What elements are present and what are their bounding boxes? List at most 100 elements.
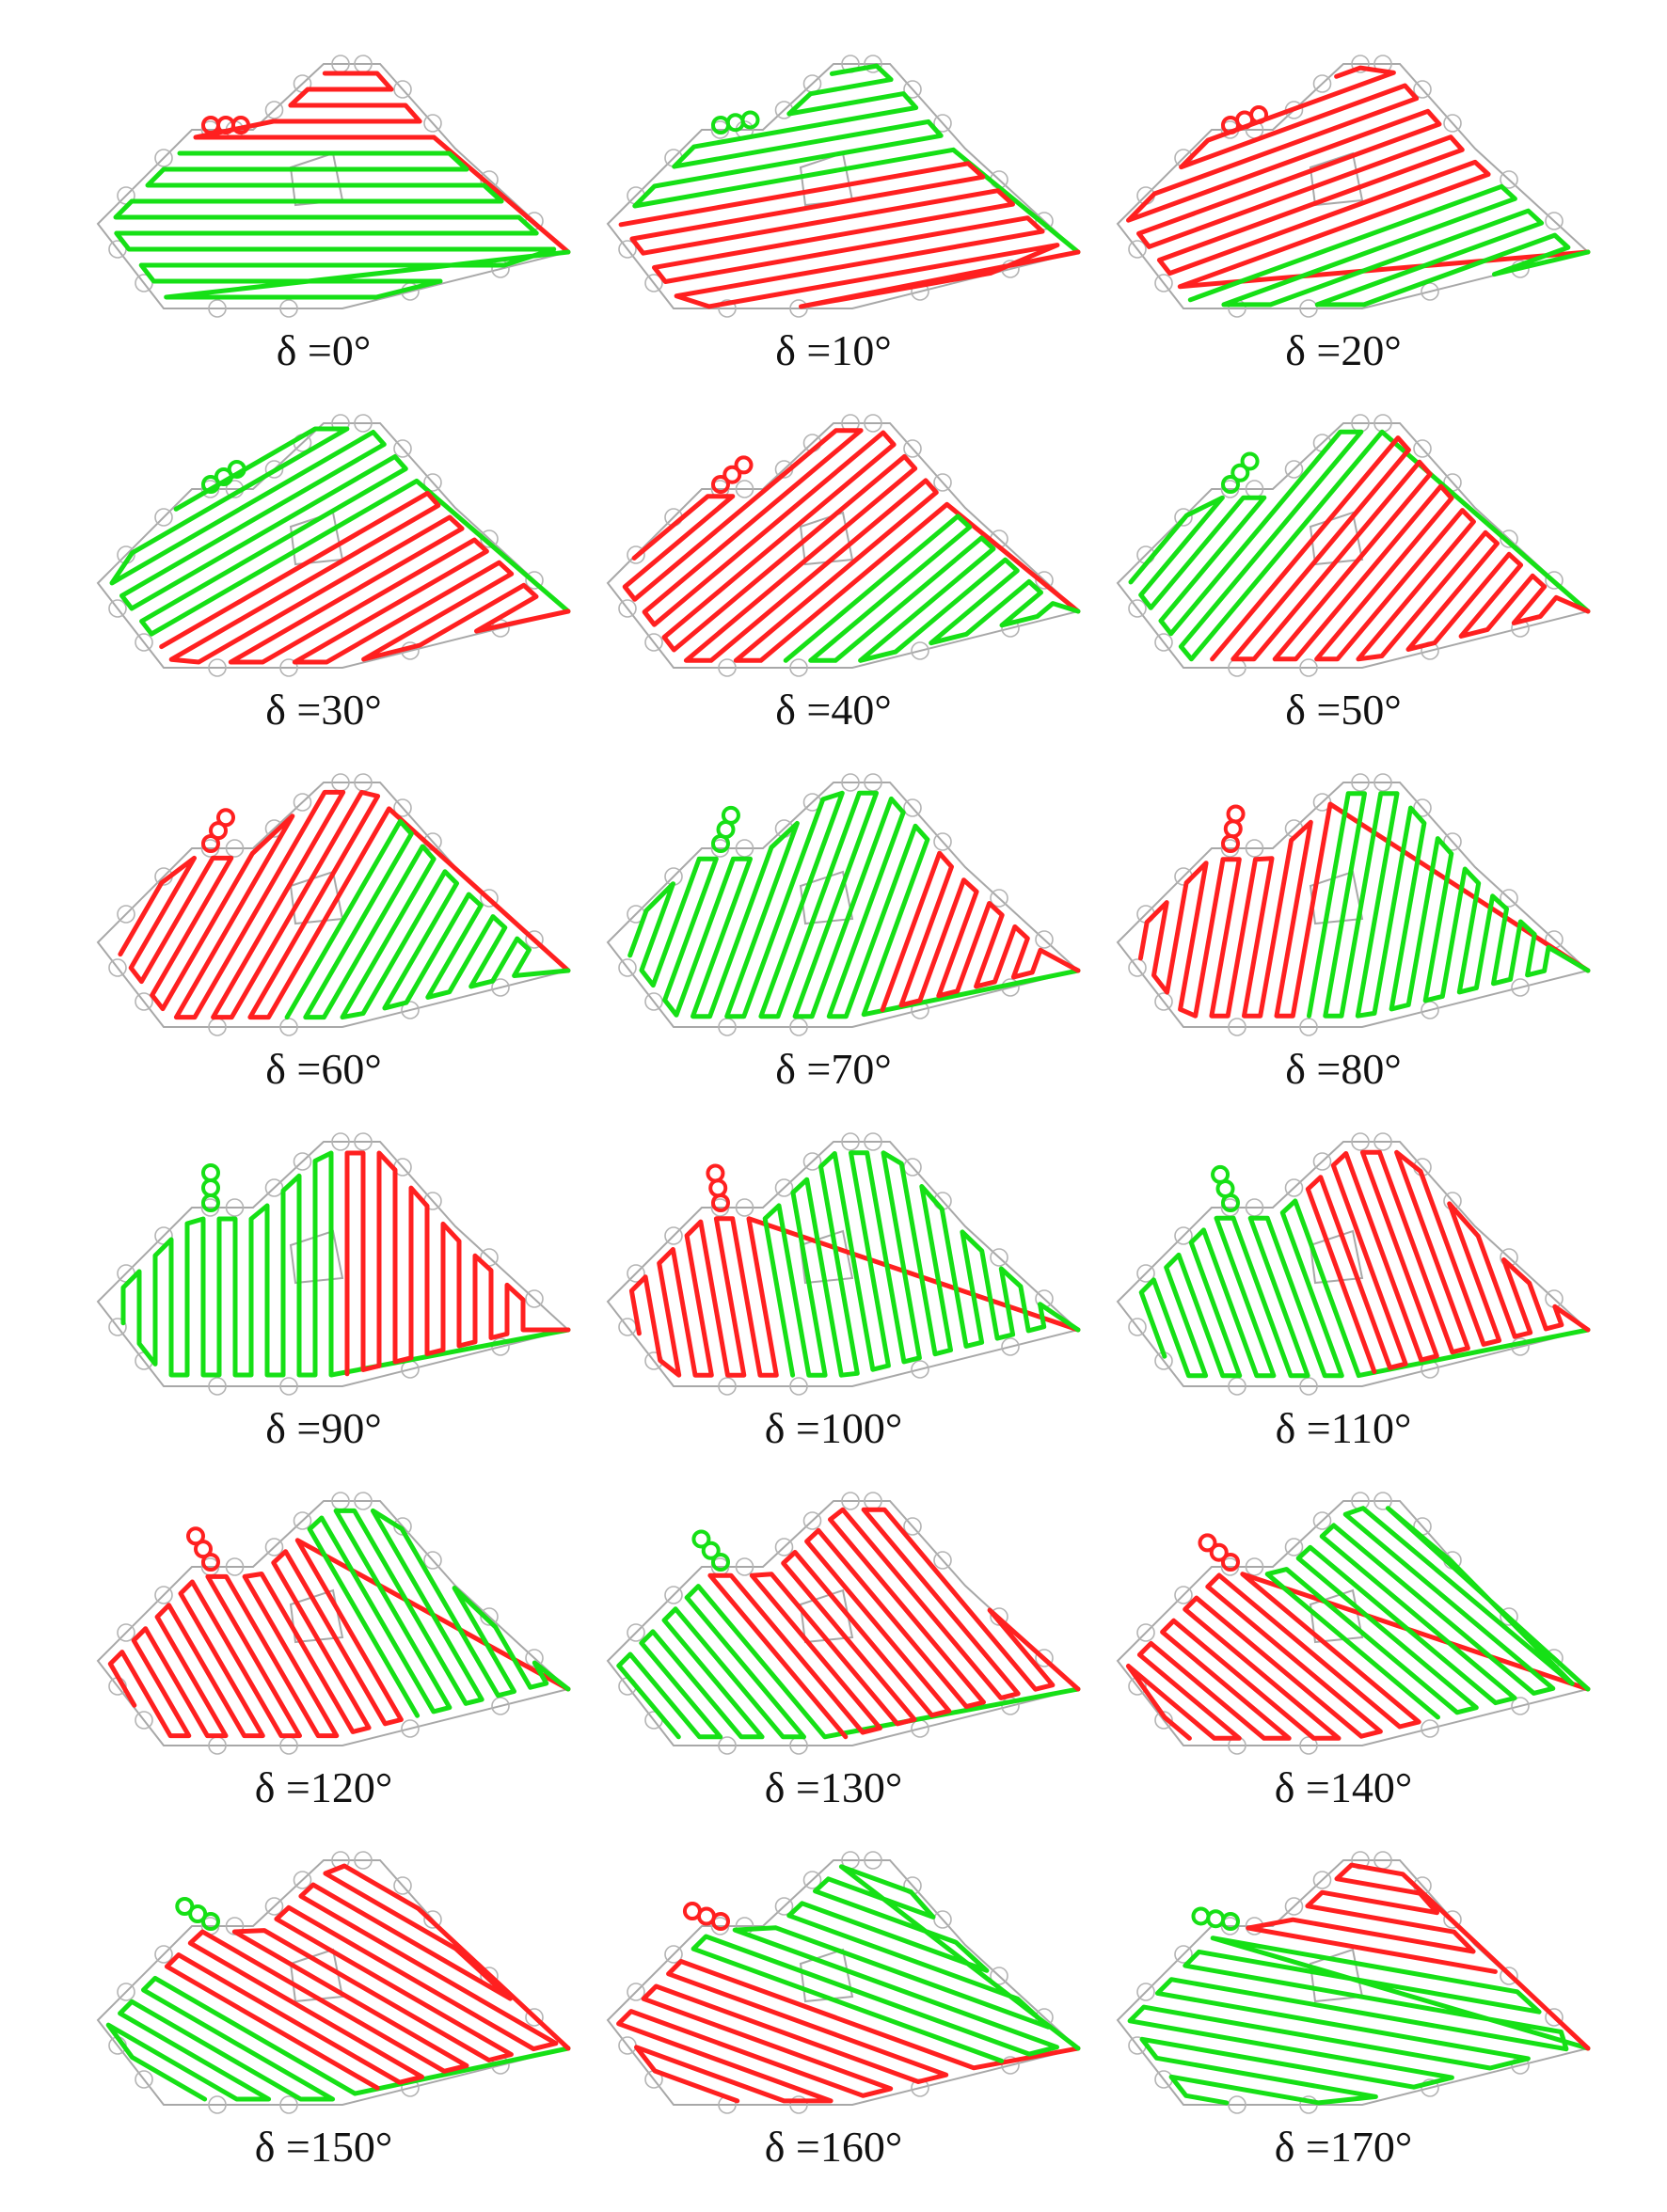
sensor-node (718, 1736, 737, 1755)
sensor-node (264, 101, 284, 119)
robot-path-2 (880, 850, 1081, 1013)
coverage-plot (606, 414, 1081, 677)
sensor-node (933, 832, 952, 851)
sensor-node (990, 1248, 1008, 1267)
robot-path-1 (107, 1538, 571, 1739)
sensor-node (491, 1337, 510, 1356)
coverage-plot (1116, 1492, 1591, 1755)
coverage-plot (606, 773, 1081, 1036)
panel-delta-10: δ =10° (570, 26, 1097, 395)
sensor-node (154, 1945, 173, 1964)
sensor-node (208, 658, 227, 677)
turn-loop (186, 1526, 205, 1546)
panel-caption: δ =50° (1285, 686, 1402, 734)
sensor-node (718, 658, 737, 677)
sensor-node (1443, 832, 1462, 851)
sensor-node (1284, 1178, 1304, 1197)
robot-path-1 (616, 1584, 1081, 1740)
coverage-plot (96, 1492, 571, 1755)
sensor-node (1035, 571, 1054, 590)
turn-loop (227, 460, 246, 479)
robot-path-1 (628, 1216, 1081, 1378)
sensor-node (903, 439, 922, 458)
robot-path-1 (105, 1975, 571, 2102)
sensor-node (718, 299, 737, 318)
sensor-node (1154, 992, 1173, 1011)
sensor-node (1245, 1557, 1264, 1576)
sensor-node (1174, 1586, 1193, 1604)
panel-caption: δ =60° (265, 1045, 382, 1093)
sensor-node (1154, 1711, 1173, 1730)
sensor-node (491, 1697, 510, 1715)
sensor-node (841, 773, 860, 792)
sensor-node (864, 414, 882, 433)
sensor-node (279, 299, 298, 318)
turn-loop (1206, 1909, 1226, 1929)
robot-path-2 (344, 1150, 571, 1377)
sensor-node (264, 1538, 284, 1556)
workspace-boundary (606, 1500, 1081, 1746)
coverage-plot (1116, 1851, 1591, 2114)
robot-path-1 (1125, 1572, 1591, 1741)
sensor-node (735, 1198, 754, 1217)
robot-path-2 (691, 1864, 1081, 2063)
sensor-node (1373, 773, 1392, 792)
panel-caption: δ =80° (1285, 1045, 1402, 1093)
sensor-node (1228, 2095, 1246, 2114)
panel-caption: δ =30° (265, 686, 382, 734)
sensor-node (664, 1945, 683, 1964)
sensor-node (393, 798, 412, 817)
sensor-node (1001, 2056, 1020, 2075)
coverage-plot (606, 55, 1081, 318)
robot-path-1 (120, 1150, 571, 1378)
sensor-node (1500, 1967, 1518, 1985)
robot-path-2 (783, 514, 1081, 663)
panel-delta-80: δ =80° (1080, 745, 1607, 1114)
sensor-node (1351, 1132, 1370, 1151)
coverage-plot (96, 1851, 571, 2114)
obstacle-outline (1309, 1229, 1364, 1285)
sensor-node (841, 1132, 860, 1151)
sensor-node (279, 1377, 298, 1396)
sensor-node (1035, 1649, 1054, 1667)
robot-path-1 (109, 426, 571, 637)
sensor-node (154, 1586, 173, 1604)
workspace-boundary (1116, 1859, 1591, 2106)
turn-loop (711, 475, 730, 494)
workspace-boundary (96, 1859, 571, 2106)
sensor-node (1284, 1897, 1304, 1916)
robot-path-1 (632, 63, 1081, 255)
sensor-node (802, 1511, 822, 1530)
sensor-node (1413, 439, 1432, 458)
sensor-node (933, 1551, 952, 1570)
sensor-node (480, 889, 499, 908)
sensor-node (1312, 1152, 1332, 1171)
coverage-plot (96, 773, 571, 1036)
panel-caption: δ =150° (254, 2123, 393, 2171)
turn-loop (740, 110, 760, 130)
sensor-node (933, 1910, 952, 1929)
panel-delta-140: δ =140° (1080, 1463, 1607, 1832)
sensor-node (423, 114, 442, 133)
sensor-node (225, 839, 245, 858)
sensor-node (903, 80, 922, 99)
sensor-node (1035, 212, 1054, 230)
sensor-node (480, 1607, 499, 1626)
robot-path-2 (1187, 183, 1591, 308)
panel-delta-90: δ =90° (60, 1104, 587, 1473)
workspace-boundary (1116, 782, 1591, 1028)
robot-path-1 (118, 789, 571, 1020)
sensor-node (135, 2070, 153, 2089)
panel-caption: δ =160° (764, 2123, 903, 2171)
obstacle-outline (289, 1948, 344, 2003)
panel-caption: δ =70° (775, 1045, 892, 1093)
sensor-node (393, 80, 412, 99)
sensor-node (1228, 1018, 1246, 1036)
coverage-plot (1116, 414, 1591, 677)
sensor-node (135, 992, 153, 1011)
panel-delta-60: δ =60° (60, 745, 587, 1114)
sensor-node (789, 299, 808, 318)
sensor-node (491, 978, 510, 997)
sensor-node (108, 958, 127, 977)
